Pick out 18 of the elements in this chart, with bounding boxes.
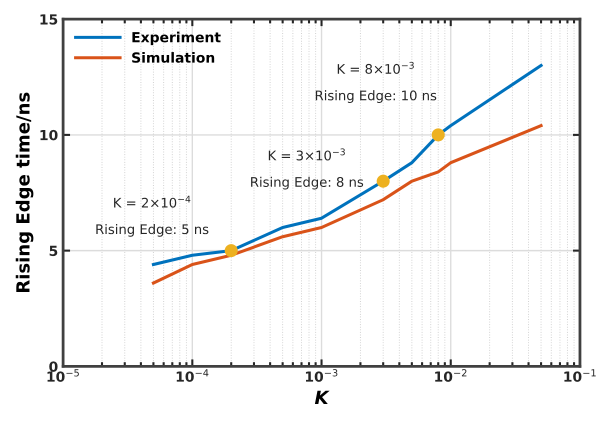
- x-tick-label: 10$^{−1}$: [564, 369, 596, 382]
- y-tick-label: 0: [49, 361, 58, 372]
- annotation: K = 8×10$^{−3}$: [338, 62, 414, 74]
- x-tick-label: 10$^{−4}$: [176, 369, 208, 382]
- legend-label: Simulation: [132, 52, 214, 63]
- x-tick-label: 10$^{−2}$: [435, 369, 466, 382]
- y-tick-label: 5: [50, 246, 58, 256]
- y-tick-label: 15: [40, 14, 58, 25]
- legend-label: Experiment: [132, 32, 221, 46]
- annotation: Rising Edge: 10 ns: [316, 90, 436, 103]
- annotation: K = 3×10$^{−3}$: [268, 148, 345, 160]
- annotation: K = 2×10$^{−4}$: [114, 196, 190, 208]
- x-tick-label: 10$^{−3}$: [306, 369, 338, 382]
- annotation: Rising Edge: 8 ns: [251, 176, 364, 190]
- y-tick-label: 10: [40, 130, 58, 140]
- x-axis-title: K: [314, 390, 330, 404]
- annotation: Rising Edge: 5 ns: [96, 224, 208, 237]
- y-axis-title: Rising Edge time/ns: [16, 92, 34, 292]
